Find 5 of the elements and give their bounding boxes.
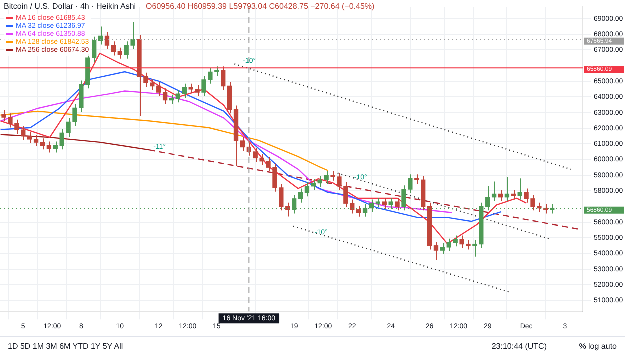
text: 23:10:44 (UTC) bbox=[492, 342, 547, 351]
chart-subtitle: O60956.40 H60959.39 L59793.04 C60428.75 −270.64 (−0.45%) bbox=[146, 2, 375, 11]
text: 1D 5D 1M 3M 6M YTD 1Y 5Y All bbox=[8, 342, 124, 351]
chart-title: Bitcoin / U.S. Dollar · 4h · Heikin Ashi bbox=[4, 2, 136, 11]
text: % log auto bbox=[579, 342, 617, 351]
